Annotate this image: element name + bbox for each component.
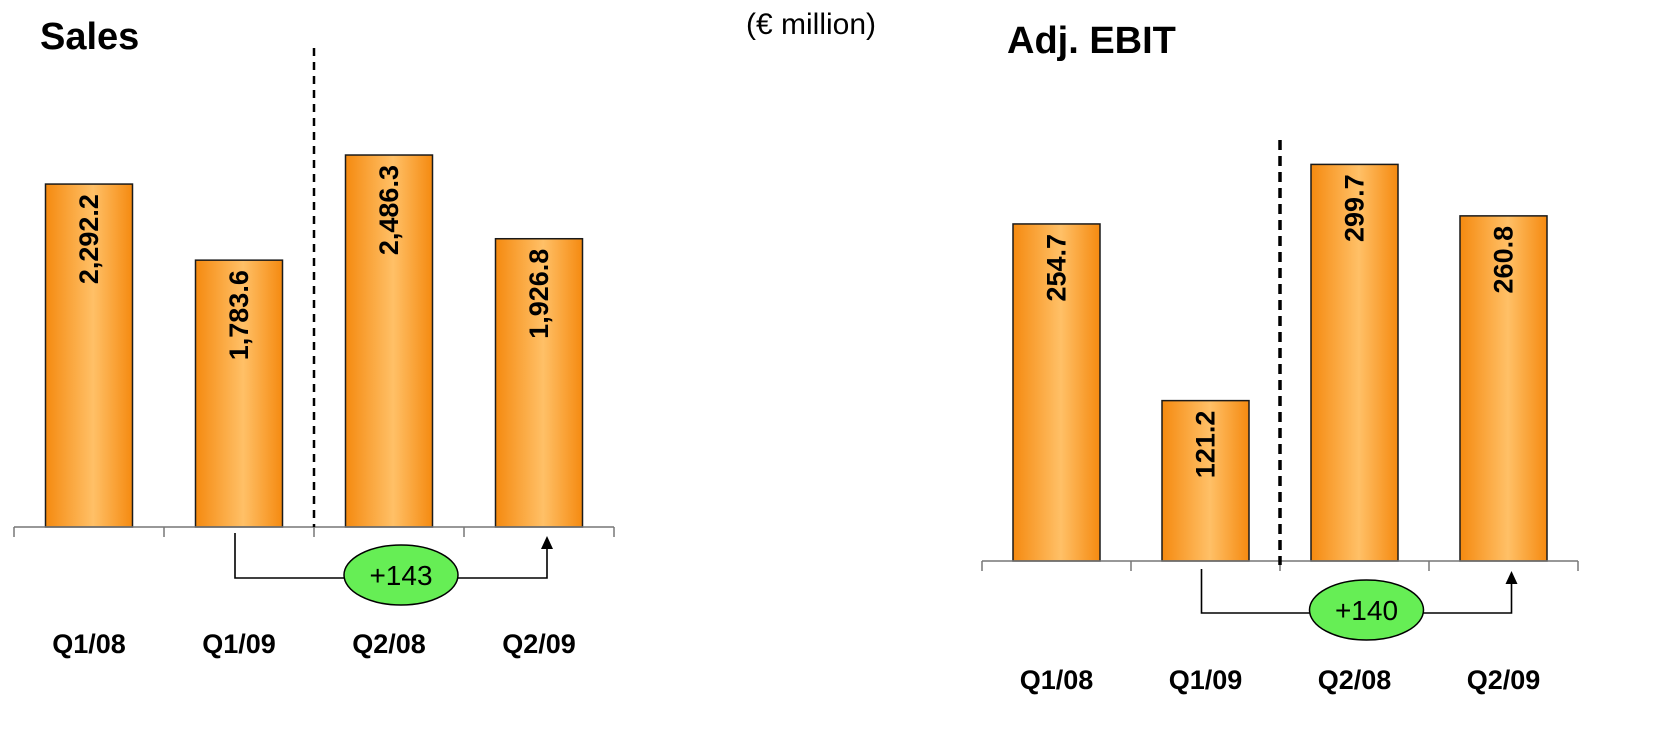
ebit-bar-q2-08 [1310,163,1399,562]
ebit-bar-q2-09 [1459,215,1548,562]
ebit-bar-q1-08 [1012,223,1101,562]
sales-value-label: 2,292.2 [74,194,104,284]
ebit-category-label: Q1/08 [1020,665,1094,695]
sales-value-label: 1,783.6 [224,270,254,360]
sales-comparison-arrowhead [541,536,553,549]
ebit-value-label: 254.7 [1042,234,1072,302]
sales-delta-label: +143 [369,560,432,591]
ebit-category-label: Q2/08 [1318,665,1392,695]
ebit-category-label: Q1/09 [1169,665,1243,695]
sales-category-label: Q2/09 [502,629,576,659]
sales-delta-badge [343,544,459,606]
sales-bar-q2-09 [494,237,584,528]
ebit-comparison-arrowhead [1505,571,1518,584]
sales-category-label: Q1/08 [52,629,126,659]
sales-category-label: Q1/09 [202,629,276,659]
ebit-category-label: Q2/09 [1467,665,1541,695]
ebit-value-label: 299.7 [1340,174,1370,242]
ebit-bar-q1-09 [1161,399,1250,562]
sales-value-label: 2,486.3 [374,165,404,255]
unit-label: (€ million) [746,8,877,41]
ebit-delta-label: +140 [1335,595,1398,626]
sales-category-label: Q2/08 [352,629,426,659]
sales-bar-q1-08 [44,183,134,528]
ebit-chart-title: Adj. EBIT [1007,20,1176,62]
sales-value-label: 1,926.8 [524,249,554,339]
ebit-value-label: 121.2 [1191,411,1221,479]
sales-bar-q1-09 [194,259,284,528]
ebit-value-label: 260.8 [1489,226,1519,294]
sales-chart-title: Sales [40,16,140,58]
ebit-delta-badge [1308,579,1425,641]
sales-bar-q2-08 [344,154,434,528]
